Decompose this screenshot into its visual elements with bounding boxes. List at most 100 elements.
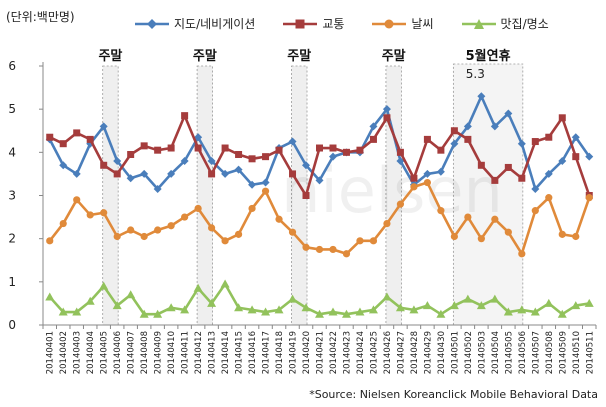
- data-point-s1-20140429: [423, 135, 431, 143]
- y-tick-label-1: 1: [8, 275, 16, 289]
- data-point-s3-20140406: [112, 301, 122, 310]
- data-point-s1-20140425: [369, 135, 377, 143]
- data-point-s1-20140406: [113, 170, 121, 178]
- data-point-s1-20140404: [86, 135, 94, 143]
- data-point-s3-20140420: [301, 303, 311, 312]
- data-point-s3-20140407: [126, 290, 136, 299]
- data-point-s0-20140509: [558, 156, 567, 165]
- data-point-s3-20140424: [355, 307, 365, 316]
- data-point-s2-20140510: [572, 232, 580, 241]
- data-point-s3-20140401: [45, 292, 55, 301]
- data-point-s1-20140402: [59, 140, 67, 148]
- x-tick-label-20140406: 20140406: [113, 331, 123, 374]
- data-point-s2-20140425: [369, 237, 378, 245]
- data-point-s0-20140501: [450, 139, 459, 148]
- annotation-label-0: 주말: [98, 49, 122, 64]
- data-point-s2-20140430: [437, 207, 445, 215]
- data-point-s2-20140426: [383, 219, 391, 228]
- x-tick-label-20140430: 20140430: [437, 331, 447, 374]
- data-point-s3-20140427: [395, 303, 405, 312]
- x-tick-label-20140429: 20140429: [423, 331, 433, 374]
- data-point-s2-20140504: [491, 215, 499, 223]
- x-tick-label-20140412: 20140412: [194, 331, 204, 374]
- data-point-s0-20140426: [382, 105, 391, 114]
- x-tick-label-20140421: 20140421: [316, 331, 326, 374]
- data-point-s2-20140429: [423, 178, 432, 187]
- x-tick-label-20140424: 20140424: [356, 331, 366, 374]
- data-point-s3-20140418: [274, 305, 284, 314]
- y-tick-label-5: 5: [8, 102, 16, 116]
- annotation-label-4: 5월연휴: [466, 48, 511, 64]
- data-point-s1-20140427: [396, 148, 404, 156]
- chart-legend: 지도/네비게이션 교통 날씨 맛집/명소: [135, 15, 577, 32]
- data-point-s1-20140412: [194, 144, 202, 152]
- data-point-s1-20140426: [383, 114, 391, 122]
- data-point-s2-20140411: [181, 213, 189, 221]
- y-tick-label-2: 2: [8, 232, 16, 246]
- data-point-s1-20140407: [127, 150, 135, 158]
- legend-label-food: 맛집/명소: [500, 17, 549, 31]
- data-point-s3-20140510: [571, 301, 581, 310]
- data-point-s2-20140501: [450, 232, 458, 241]
- data-point-s3-20140507: [530, 307, 540, 316]
- data-point-s2-20140418: [275, 215, 283, 223]
- x-tick-label-20140426: 20140426: [383, 331, 393, 374]
- x-tick-label-20140411: 20140411: [181, 331, 191, 374]
- legend-swatch-nav: [135, 18, 169, 29]
- data-point-s0-20140415: [234, 165, 243, 174]
- data-point-s3-20140421: [315, 309, 324, 318]
- data-point-s0-20140413: [207, 156, 216, 165]
- data-point-s1-20140503: [477, 161, 485, 169]
- data-point-s1-20140421: [316, 144, 323, 152]
- x-tick-label-20140414: 20140414: [221, 331, 231, 374]
- data-point-s0-20140503: [477, 92, 486, 101]
- x-tick-label-20140415: 20140415: [235, 331, 245, 374]
- x-tick-label-20140503: 20140503: [477, 331, 487, 374]
- data-point-s2-20140405: [100, 209, 108, 217]
- legend-item-transit: 교통: [283, 15, 344, 32]
- y-tick-label-0: 0: [8, 318, 16, 332]
- data-point-s2-20140424: [356, 237, 364, 245]
- data-point-s2-20140409: [154, 226, 162, 234]
- data-point-s3-20140417: [261, 307, 271, 316]
- data-point-s1-20140413: [208, 170, 216, 178]
- data-point-s1-20140430: [437, 146, 445, 154]
- x-tick-label-20140417: 20140417: [262, 331, 272, 374]
- data-point-s1-20140408: [140, 142, 148, 150]
- data-point-s2-20140507: [531, 207, 539, 215]
- data-point-s3-20140403: [72, 307, 82, 316]
- x-tick-label-20140427: 20140427: [396, 331, 406, 374]
- y-tick-label-4: 4: [8, 145, 16, 159]
- data-point-s0-20140402: [59, 161, 68, 170]
- data-point-s3-20140501: [449, 301, 459, 310]
- data-point-s0-20140419: [288, 137, 297, 146]
- data-point-s3-20140416: [247, 305, 257, 314]
- x-tick-label-20140419: 20140419: [289, 331, 299, 374]
- data-point-s2-20140506: [518, 250, 526, 258]
- data-point-s3-20140428: [409, 305, 419, 314]
- data-point-s0-20140410: [167, 169, 176, 178]
- data-point-s3-20140508: [544, 298, 554, 307]
- data-point-s3-20140405: [99, 281, 109, 290]
- data-point-s3-20140429: [422, 301, 432, 310]
- x-tick-label-20140405: 20140405: [100, 331, 110, 374]
- x-tick-label-20140410: 20140410: [167, 331, 177, 374]
- data-point-s0-20140504: [490, 122, 499, 131]
- data-point-s1-20140403: [73, 129, 81, 137]
- y-tick-label-6: 6: [8, 59, 16, 73]
- data-point-s1-20140409: [154, 146, 162, 154]
- data-point-s0-20140412: [194, 133, 203, 142]
- data-point-s3-20140411: [180, 305, 190, 314]
- x-tick-label-20140416: 20140416: [248, 331, 258, 374]
- x-tick-label-20140428: 20140428: [410, 331, 420, 374]
- data-point-s2-20140406: [113, 232, 121, 241]
- data-point-s2-20140412: [194, 204, 202, 213]
- data-point-s1-20140410: [167, 144, 175, 152]
- data-point-s3-20140426: [382, 292, 392, 301]
- data-point-s3-20140422: [328, 307, 338, 316]
- data-point-s0-20140429: [423, 169, 432, 178]
- legend-item-food: 맛집/명소: [461, 15, 549, 32]
- data-point-s0-20140506: [517, 139, 526, 148]
- annotation-label-3: 주말: [382, 49, 406, 64]
